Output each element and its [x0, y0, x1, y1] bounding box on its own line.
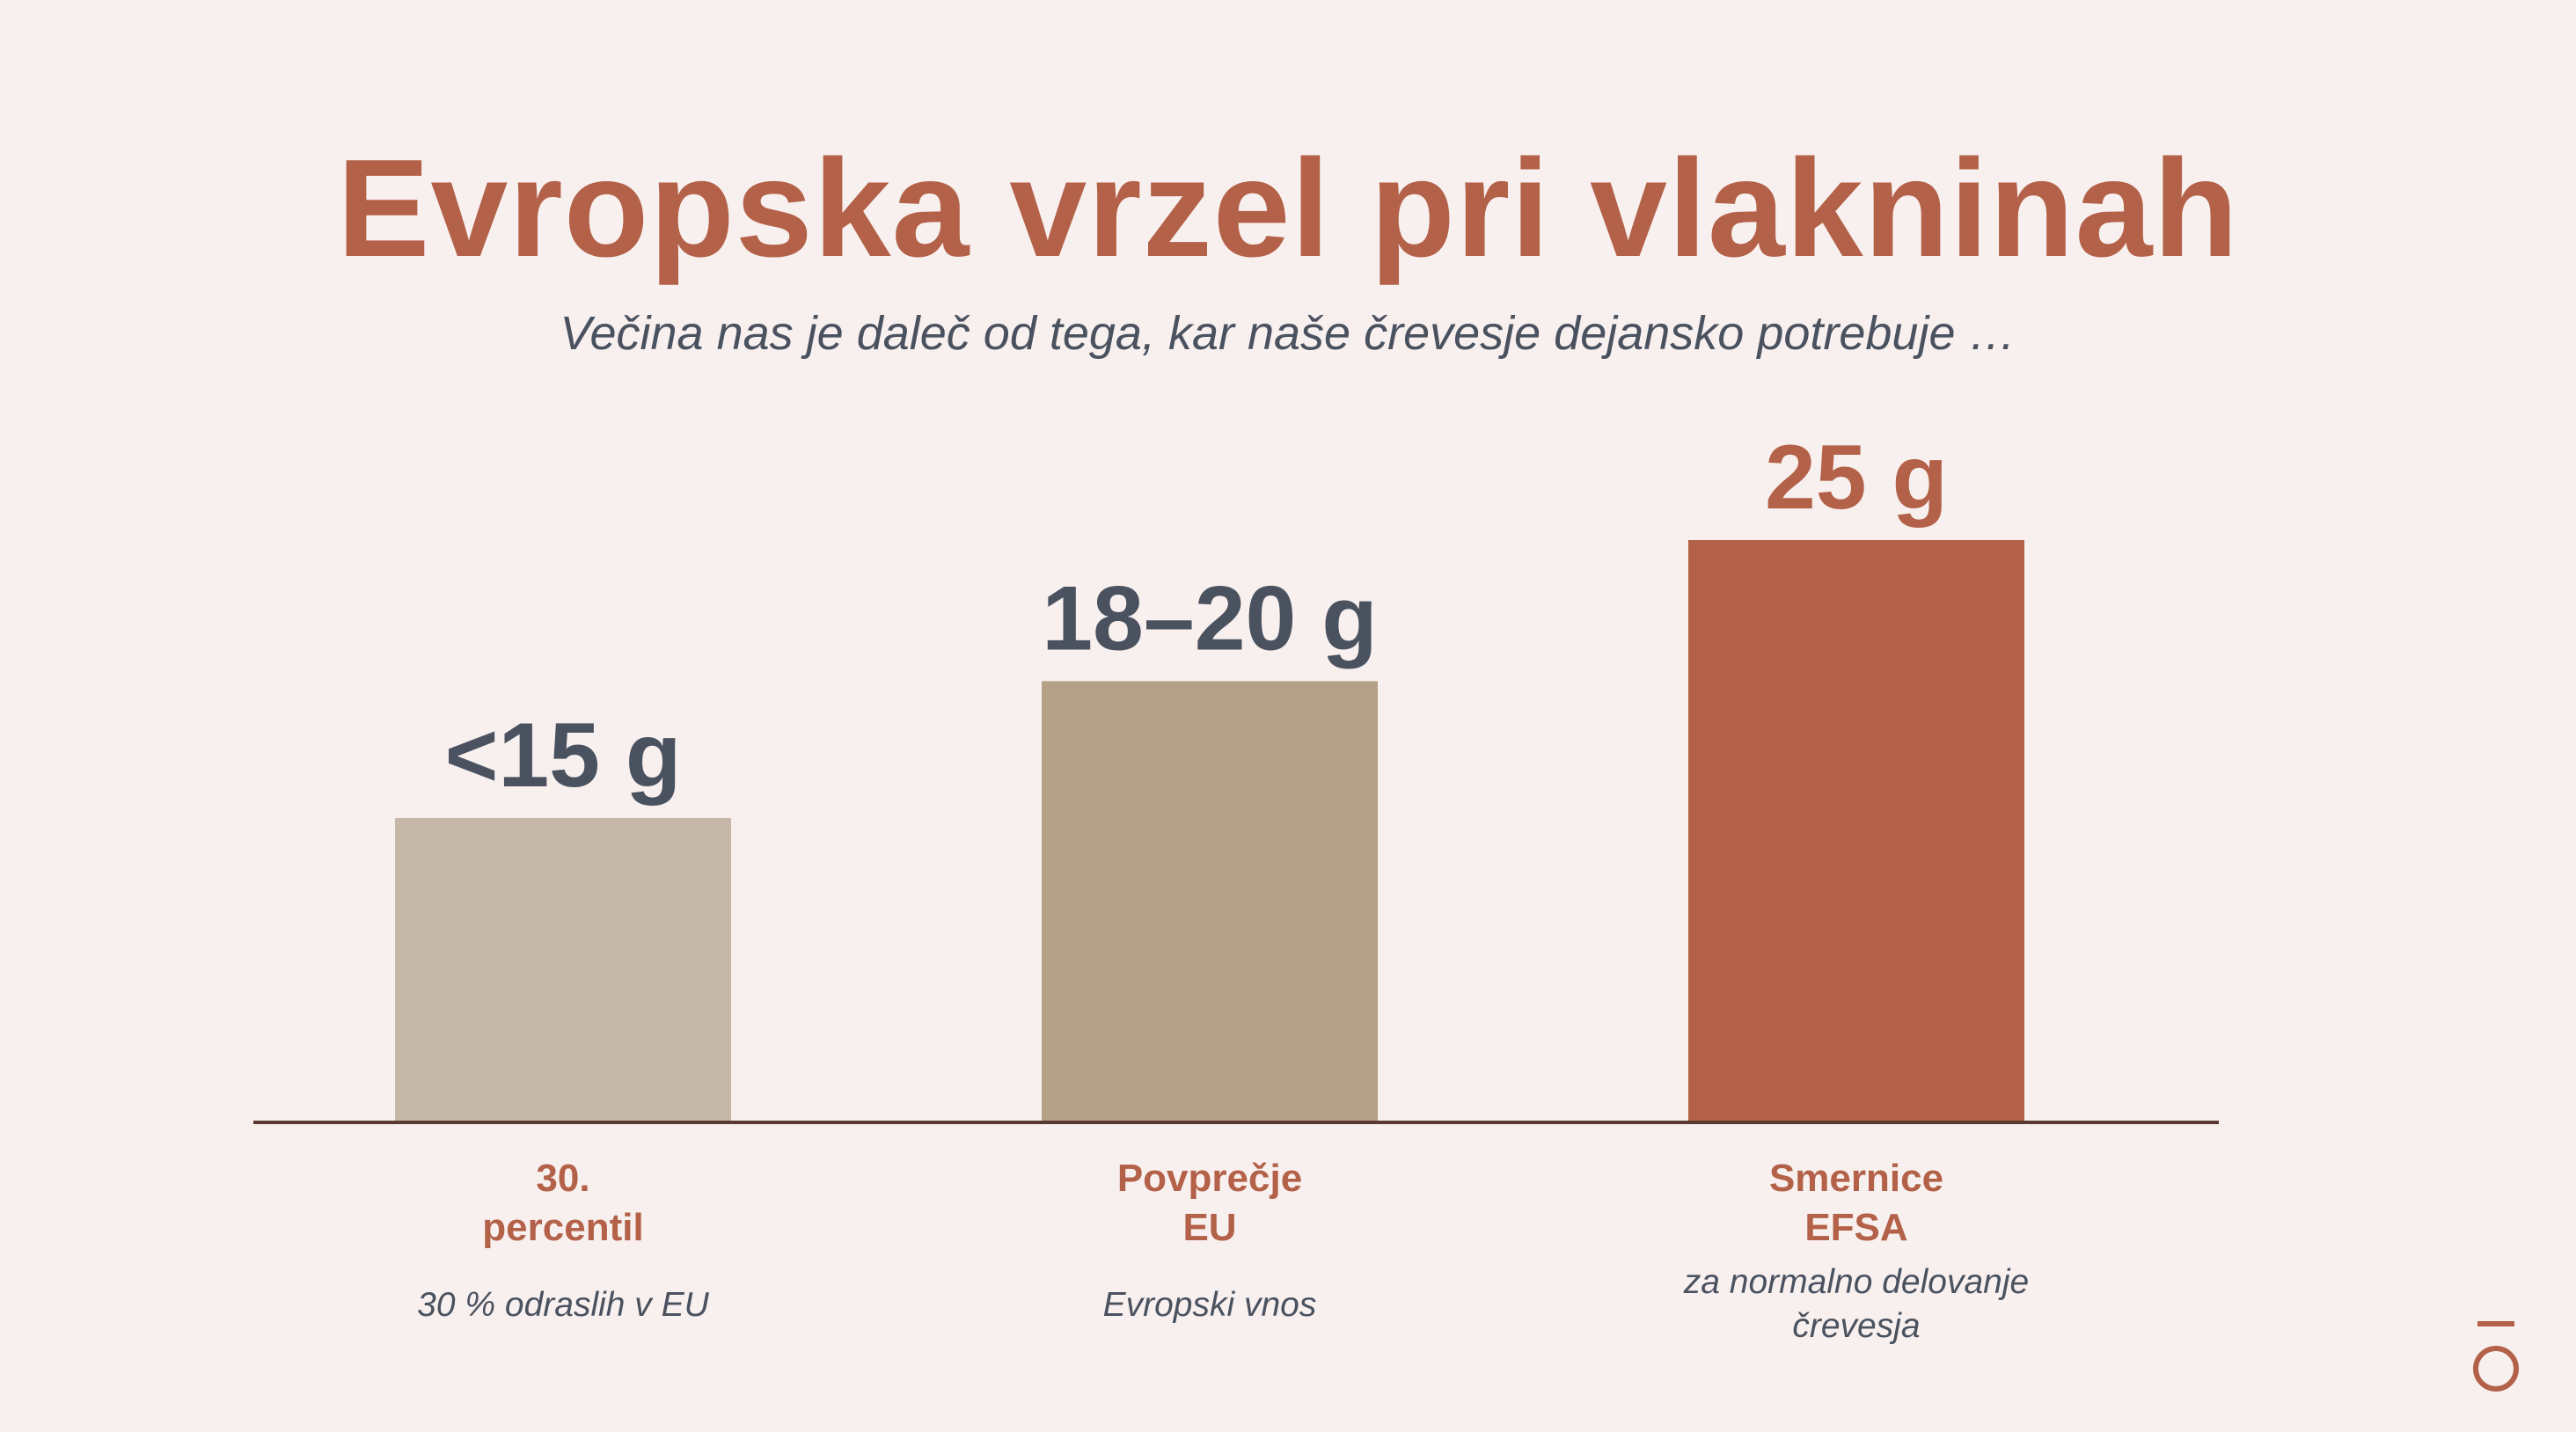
bar — [1042, 681, 1378, 1122]
category-label: EFSA — [1804, 1206, 1907, 1249]
bar-value-label: <15 g — [445, 705, 682, 807]
category-label: 30. — [536, 1157, 589, 1200]
category-sublabel: za normalno delovanje — [1683, 1263, 2029, 1301]
doterra-drop-logo-icon — [2473, 1321, 2519, 1392]
category-label: EU — [1182, 1206, 1236, 1249]
bar — [1688, 540, 2024, 1122]
page-title: Evropska vrzel pri vlakninah — [337, 131, 2239, 286]
bar-value-label: 18–20 g — [1042, 567, 1378, 669]
category-label: percentil — [482, 1206, 643, 1249]
bar — [395, 818, 731, 1122]
bar-value-label: 25 g — [1765, 427, 1948, 529]
category-sublabel: 30 % odraslih v EU — [417, 1286, 709, 1324]
page-subtitle: Večina nas je daleč od tega, kar naše čr… — [560, 307, 2016, 360]
category-label: Smernice — [1769, 1157, 1943, 1200]
category-label: Povprečje — [1117, 1157, 1302, 1200]
category-sublabel: črevesja — [1792, 1307, 1920, 1345]
category-sublabel: Evropski vnos — [1103, 1286, 1317, 1324]
